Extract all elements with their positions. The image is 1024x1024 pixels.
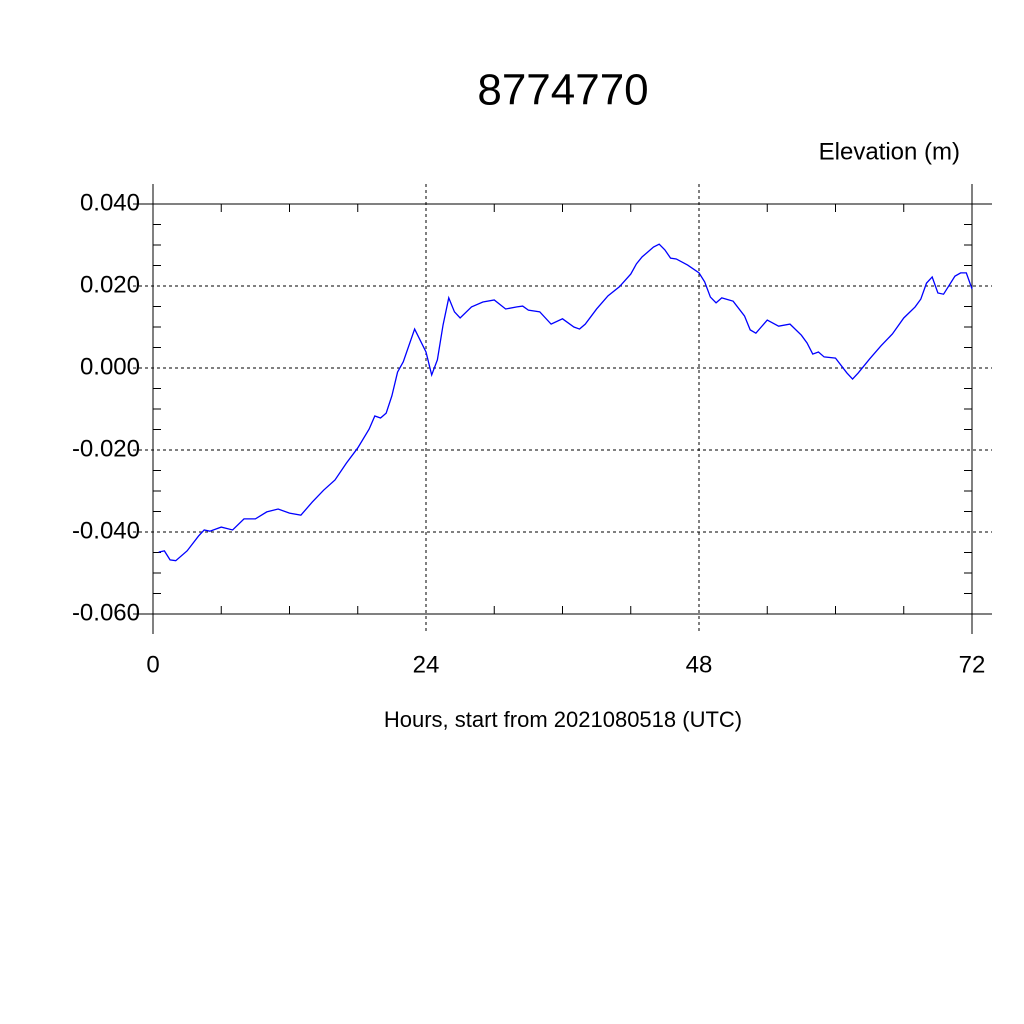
y-axis-label: Elevation (m) <box>819 138 960 165</box>
data-line <box>158 243 973 562</box>
x-tick-label: 72 <box>959 651 986 678</box>
chart-title: 8774770 <box>477 66 648 115</box>
x-tick-label: 24 <box>413 651 440 678</box>
y-tick-label: -0.040 <box>72 517 140 544</box>
x-axis-label: Hours, start from 2021080518 (UTC) <box>384 707 742 732</box>
y-tick-label: -0.020 <box>72 435 140 462</box>
y-tick-label: -0.060 <box>72 599 140 626</box>
y-tick-label: 0.040 <box>80 189 140 216</box>
x-tick-label: 48 <box>686 651 713 678</box>
y-tick-label: 0.000 <box>80 353 140 380</box>
y-tick-label: 0.020 <box>80 271 140 298</box>
x-tick-label: 0 <box>146 651 159 678</box>
